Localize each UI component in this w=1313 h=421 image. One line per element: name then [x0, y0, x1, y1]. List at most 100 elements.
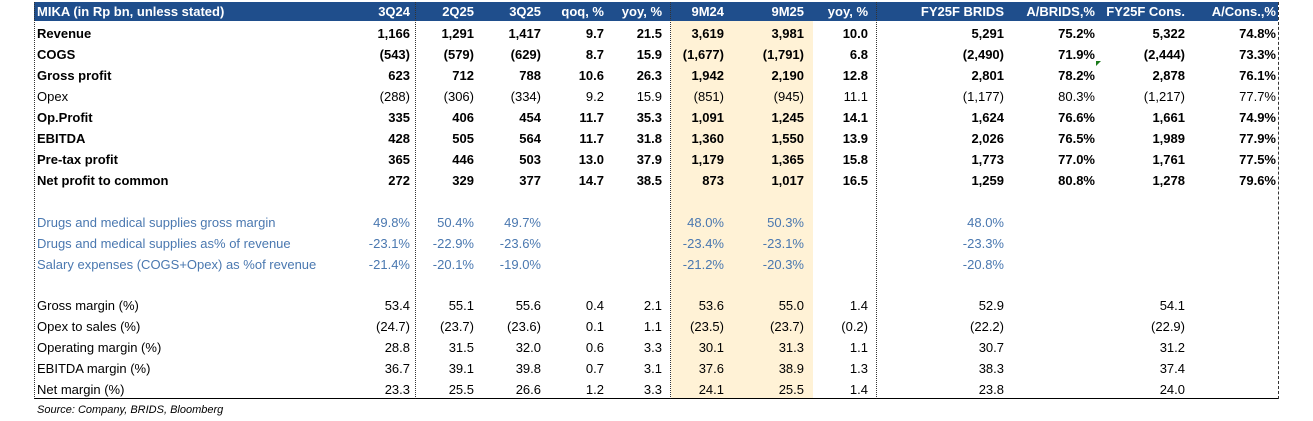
table-cell: 3.1: [643, 361, 662, 376]
table-bottom-border: [34, 398, 1278, 399]
table-cell: 54.1: [1159, 298, 1185, 313]
column-header: 3Q25: [509, 4, 541, 19]
table-row: Net margin (%) 23.3 25.5 26.6 1.2 3.3 24.1 25.5…: [0, 379, 1313, 400]
table-cell: 1,291: [441, 26, 474, 41]
table-cell: -23.3%: [962, 236, 1004, 251]
table-cell: 0.4: [585, 298, 604, 313]
9m-highlight-column: [671, 21, 813, 399]
table-cell: 3,619: [691, 26, 724, 41]
table-cell: 77.5%: [1239, 152, 1276, 167]
table-cell: 406: [452, 110, 474, 125]
table-cell: 365: [388, 152, 410, 167]
table-cell: 428: [388, 131, 410, 146]
table-cell: 1.4: [849, 298, 868, 313]
table-cell: 10.0: [842, 26, 868, 41]
table-cell: 1,017: [771, 173, 804, 188]
table-row: Drugs and medical supplies as% of revenu…: [0, 233, 1313, 254]
column-header: A/BRIDS,%: [1026, 4, 1095, 19]
table-row: COGS (543) (579) (629) 8.7 15.9 (1,677) (1,791)…: [0, 44, 1313, 65]
column-header: qoq, %: [561, 4, 604, 19]
table-cell: 31.8: [636, 131, 662, 146]
source-note: Source: Company, BRIDS, Bloomberg: [37, 404, 224, 416]
divider: [876, 2, 877, 399]
row-label: Salary expenses (COGS+Opex) as %of reven…: [37, 257, 317, 272]
row-label: Net profit to common: [37, 173, 169, 188]
row-label: EBITDA: [37, 131, 86, 146]
table-cell: 50.3%: [767, 215, 804, 230]
table-cell: 1,259: [971, 173, 1004, 188]
table-cell: 335: [388, 110, 410, 125]
table-cell: 76.1%: [1239, 68, 1276, 83]
column-header: yoy, %: [621, 4, 662, 19]
table-cell: 0.6: [585, 340, 604, 355]
table-cell: 79.6%: [1239, 173, 1276, 188]
table-cell: 505: [452, 131, 474, 146]
table-cell: (2,490): [962, 47, 1004, 62]
table-cell: 52.9: [978, 298, 1004, 313]
table-cell: 37.9: [636, 152, 662, 167]
table-cell: 1,166: [377, 26, 410, 41]
table-cell: (1,177): [962, 89, 1004, 104]
table-header-bar: [34, 2, 1278, 21]
table-cell: 53.6: [698, 298, 724, 313]
table-cell: 80.8%: [1058, 173, 1095, 188]
table-cell: 623: [388, 68, 410, 83]
row-label: Revenue: [37, 26, 92, 41]
column-header: 3Q24: [378, 4, 410, 19]
table-cell: 25.5: [778, 382, 804, 397]
row-label: COGS: [37, 47, 76, 62]
row-label: Gross profit: [37, 68, 112, 83]
table-cell: 1,245: [771, 110, 804, 125]
table-cell: 503: [519, 152, 541, 167]
table-cell: 80.3%: [1058, 89, 1095, 104]
table-cell: 0.7: [585, 361, 604, 376]
table-cell: 30.1: [698, 340, 724, 355]
table-cell: 9.7: [585, 26, 604, 41]
column-header: 9M24: [691, 4, 724, 19]
header-row: MIKA (in Rp bn, unless stated) 3Q24 2Q25 3…: [0, 1, 1313, 22]
table-cell: -23.6%: [499, 236, 541, 251]
table-cell: 55.0: [778, 298, 804, 313]
table-cell: -19.0%: [499, 257, 541, 272]
table-row: Net profit to common 272 329 377 14.7 38.5 873…: [0, 170, 1313, 191]
table-cell: 15.9: [636, 89, 662, 104]
table-cell: 48.0%: [967, 215, 1004, 230]
table-cell: (23.7): [440, 319, 474, 334]
table-cell: -20.3%: [762, 257, 804, 272]
table-row: Pre-tax profit 365 446 503 13.0 37.9 1,179 1,36…: [0, 149, 1313, 170]
table-cell: 8.7: [585, 47, 604, 62]
table-cell: 16.5: [842, 173, 868, 188]
table-cell: 39.8: [515, 361, 541, 376]
table-cell: 74.9%: [1239, 110, 1276, 125]
table-cell: 13.0: [578, 152, 604, 167]
table-cell: (0.2): [841, 319, 868, 334]
row-label: Gross margin (%): [37, 298, 139, 313]
table-cell: 38.9: [778, 361, 804, 376]
divider: [670, 2, 671, 399]
table-cell: -21.2%: [682, 257, 724, 272]
table-cell: 74.8%: [1239, 26, 1276, 41]
table-cell: 71.9%: [1058, 47, 1095, 62]
table-cell: (2,444): [1143, 47, 1185, 62]
table-cell: 14.1: [842, 110, 868, 125]
table-cell: (22.2): [970, 319, 1004, 334]
table-cell: -20.1%: [432, 257, 474, 272]
table-cell: (288): [379, 89, 410, 104]
table-cell: 1,550: [771, 131, 804, 146]
table-cell: 1,661: [1152, 110, 1185, 125]
column-header: 2Q25: [442, 4, 474, 19]
table-cell: (306): [443, 89, 474, 104]
table-cell: 272: [388, 173, 410, 188]
table-cell: 31.3: [778, 340, 804, 355]
column-header: yoy, %: [827, 4, 868, 19]
table-cell: 1.2: [585, 382, 604, 397]
table-cell: 39.1: [448, 361, 474, 376]
table-cell: 31.2: [1159, 340, 1185, 355]
table-cell: 3,981: [771, 26, 804, 41]
table-cell: 1.1: [643, 319, 662, 334]
table-cell: 1,942: [691, 68, 724, 83]
table-row: Revenue 1,166 1,291 1,417 9.7 21.5 3,619 3,981 1…: [0, 23, 1313, 44]
table-cell: (22.9): [1151, 319, 1185, 334]
table-cell: 23.8: [978, 382, 1004, 397]
table-cell: 26.6: [515, 382, 541, 397]
